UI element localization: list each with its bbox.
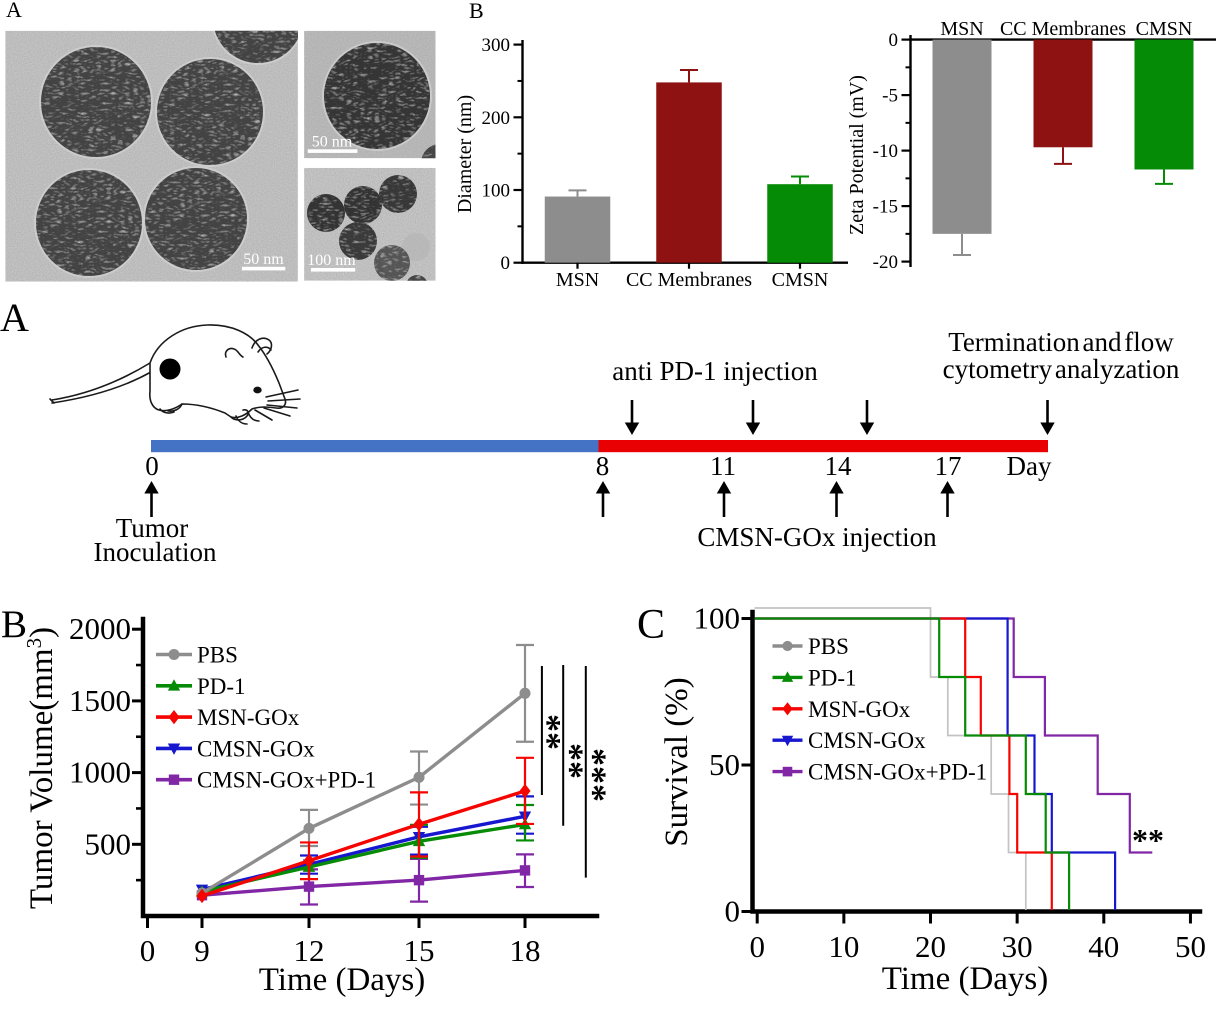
- svg-text:50: 50: [1175, 929, 1206, 964]
- svg-text:PD-1: PD-1: [808, 665, 857, 690]
- svg-text:PBS: PBS: [197, 643, 238, 668]
- svg-text:12: 12: [294, 933, 325, 968]
- svg-text:100: 100: [694, 601, 741, 636]
- svg-text:20: 20: [915, 929, 946, 964]
- svg-text:Termination and flow: Termination and flow: [948, 327, 1174, 357]
- svg-text:0: 0: [749, 929, 765, 964]
- svg-text:A: A: [0, 295, 29, 340]
- svg-text:100: 100: [482, 181, 511, 202]
- svg-text:15: 15: [404, 933, 435, 968]
- svg-text:50 nm: 50 nm: [312, 134, 353, 151]
- svg-text:cytometry analyzation: cytometry analyzation: [943, 354, 1180, 384]
- svg-text:MSN: MSN: [940, 18, 983, 40]
- svg-text:B: B: [469, 0, 484, 23]
- svg-text:1000: 1000: [69, 755, 131, 790]
- svg-text:0: 0: [889, 30, 899, 51]
- svg-text:A: A: [6, 0, 22, 22]
- svg-text:Tumor: Tumor: [116, 513, 189, 543]
- svg-text:50: 50: [709, 747, 740, 782]
- svg-text:CMSN-GOx injection: CMSN-GOx injection: [697, 522, 937, 552]
- svg-text:1500: 1500: [69, 683, 131, 718]
- svg-text:200: 200: [482, 108, 511, 129]
- svg-text:Day: Day: [1007, 451, 1052, 481]
- svg-text:B: B: [1, 603, 27, 646]
- svg-text:-10: -10: [873, 141, 898, 162]
- svg-text:0: 0: [145, 451, 159, 481]
- svg-text:9: 9: [194, 933, 210, 968]
- svg-text:11: 11: [710, 451, 736, 481]
- svg-text:MSN-GOx: MSN-GOx: [197, 705, 300, 730]
- svg-text:-20: -20: [873, 252, 898, 273]
- svg-text:2000: 2000: [69, 611, 131, 646]
- svg-text:0: 0: [501, 253, 511, 274]
- svg-text:40: 40: [1088, 929, 1119, 964]
- svg-text:PD-1: PD-1: [197, 674, 246, 699]
- svg-text:Time (Days): Time (Days): [259, 962, 426, 998]
- svg-text:CMSN: CMSN: [1136, 18, 1193, 40]
- svg-text:100 nm: 100 nm: [307, 252, 356, 269]
- svg-text:CMSN: CMSN: [772, 269, 829, 291]
- svg-text:8: 8: [596, 451, 610, 481]
- svg-text:10: 10: [828, 929, 859, 964]
- svg-text:CMSN-GOx: CMSN-GOx: [197, 736, 315, 761]
- svg-text:CC Membranes: CC Membranes: [1000, 18, 1126, 40]
- svg-text:14: 14: [825, 451, 853, 481]
- svg-text:17: 17: [935, 451, 962, 481]
- svg-text:30: 30: [1002, 929, 1033, 964]
- svg-text:300: 300: [482, 35, 511, 56]
- svg-text:Zeta Potential (mV): Zeta Potential (mV): [846, 75, 868, 235]
- svg-text:CMSN-GOx+PD-1: CMSN-GOx+PD-1: [808, 760, 987, 785]
- svg-text:0: 0: [725, 894, 741, 929]
- svg-text:18: 18: [510, 933, 541, 968]
- svg-text:CMSN-GOx: CMSN-GOx: [808, 728, 926, 753]
- svg-text:Time (Days): Time (Days): [882, 961, 1049, 997]
- svg-text:**: **: [551, 743, 591, 779]
- svg-text:Tumor Volume(mm3): Tumor Volume(mm3): [22, 627, 60, 909]
- svg-text:MSN-GOx: MSN-GOx: [808, 697, 911, 722]
- svg-text:anti PD-1 injection: anti PD-1 injection: [612, 356, 818, 386]
- svg-text:**: **: [529, 714, 569, 750]
- svg-text:Diameter (nm): Diameter (nm): [454, 95, 476, 213]
- svg-text:PBS: PBS: [808, 634, 849, 659]
- svg-text:MSN: MSN: [556, 269, 599, 291]
- svg-text:Survival (%): Survival (%): [659, 677, 695, 847]
- svg-text:**: **: [1132, 822, 1164, 858]
- svg-text:-5: -5: [882, 86, 898, 107]
- svg-text:Inoculation: Inoculation: [94, 537, 217, 567]
- svg-text:500: 500: [85, 826, 132, 861]
- svg-text:CMSN-GOx+PD-1: CMSN-GOx+PD-1: [197, 768, 376, 793]
- svg-text:50 nm: 50 nm: [243, 251, 284, 268]
- svg-text:0: 0: [140, 933, 156, 968]
- svg-text:***: ***: [574, 748, 614, 802]
- svg-text:C: C: [637, 602, 665, 648]
- svg-text:-15: -15: [873, 197, 898, 218]
- svg-text:CC Membranes: CC Membranes: [626, 269, 752, 291]
